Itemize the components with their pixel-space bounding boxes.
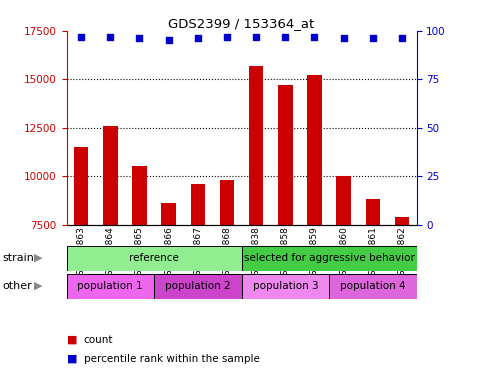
Text: ▶: ▶ bbox=[34, 281, 42, 291]
Bar bbox=[329, 274, 417, 299]
Text: ■: ■ bbox=[67, 335, 77, 345]
Bar bbox=[278, 85, 293, 370]
Point bbox=[106, 33, 114, 40]
Text: ■: ■ bbox=[67, 354, 77, 364]
Text: reference: reference bbox=[129, 253, 179, 263]
Bar bbox=[154, 274, 242, 299]
Point bbox=[398, 35, 406, 41]
Text: population 4: population 4 bbox=[340, 281, 406, 291]
Point bbox=[282, 33, 289, 40]
Title: GDS2399 / 153364_at: GDS2399 / 153364_at bbox=[169, 17, 315, 30]
Bar bbox=[336, 176, 351, 370]
Point bbox=[252, 33, 260, 40]
Point bbox=[77, 33, 85, 40]
Point bbox=[165, 37, 173, 43]
Point bbox=[311, 33, 318, 40]
Bar bbox=[190, 184, 205, 370]
Bar bbox=[132, 167, 147, 370]
Point bbox=[194, 35, 202, 41]
Text: count: count bbox=[84, 335, 113, 345]
Bar bbox=[242, 274, 329, 299]
Text: population 2: population 2 bbox=[165, 281, 231, 291]
Bar bbox=[220, 180, 234, 370]
Bar bbox=[74, 147, 88, 370]
Point bbox=[136, 35, 143, 41]
Bar bbox=[395, 217, 409, 370]
Bar bbox=[67, 246, 242, 271]
Text: ▶: ▶ bbox=[34, 253, 42, 263]
Bar bbox=[249, 66, 263, 370]
Text: population 3: population 3 bbox=[252, 281, 318, 291]
Bar bbox=[365, 199, 380, 370]
Text: selected for aggressive behavior: selected for aggressive behavior bbox=[244, 253, 415, 263]
Text: percentile rank within the sample: percentile rank within the sample bbox=[84, 354, 260, 364]
Bar bbox=[67, 274, 154, 299]
Bar bbox=[242, 246, 417, 271]
Point bbox=[223, 33, 231, 40]
Point bbox=[340, 35, 348, 41]
Bar bbox=[103, 126, 118, 370]
Bar bbox=[161, 203, 176, 370]
Point bbox=[369, 35, 377, 41]
Text: other: other bbox=[2, 281, 32, 291]
Text: population 1: population 1 bbox=[77, 281, 143, 291]
Text: strain: strain bbox=[2, 253, 35, 263]
Bar bbox=[307, 75, 322, 370]
